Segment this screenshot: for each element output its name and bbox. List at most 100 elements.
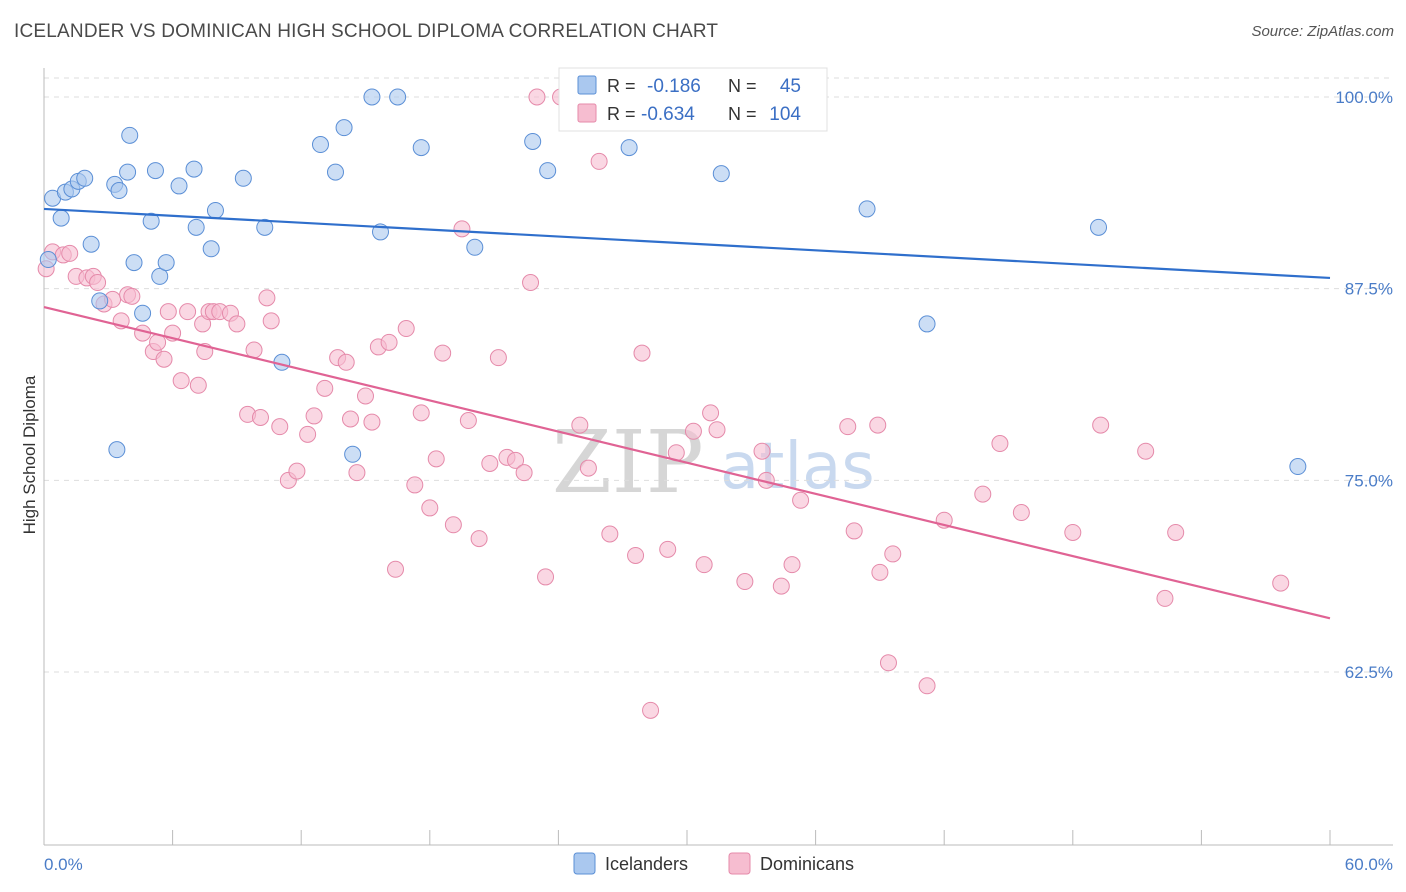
- icelander-point: [466, 238, 484, 256]
- x-tick-label: 60.0%: [1345, 855, 1393, 874]
- icelander-point: [185, 160, 203, 178]
- icelander-point: [256, 218, 274, 236]
- legend-r-value-dominicans: -0.634: [641, 104, 695, 125]
- y-tick-label: 75.0%: [1345, 471, 1393, 490]
- dominican-point: [258, 289, 276, 307]
- y-tick-label: 87.5%: [1345, 280, 1393, 299]
- dominican-point: [869, 416, 887, 434]
- dominican-point: [1064, 523, 1082, 541]
- dominican-point: [515, 464, 533, 482]
- dominican-point: [179, 303, 197, 321]
- dominican-point: [708, 421, 726, 439]
- icelanders-points: [39, 88, 1307, 476]
- dominican-point: [421, 499, 439, 517]
- dominican-point: [406, 476, 424, 494]
- stats-legend: R = -0.186 N = 45 R = -0.634 N = 104: [558, 67, 828, 132]
- dominican-point: [470, 530, 488, 548]
- axes: [43, 68, 1393, 846]
- dominican-point: [659, 540, 677, 558]
- dominican-point: [507, 451, 525, 469]
- icelander-point: [134, 304, 152, 322]
- dominican-point: [348, 464, 366, 482]
- icelander-point: [108, 441, 126, 459]
- dominican-point: [434, 344, 452, 362]
- legend-r-value-icelanders: -0.186: [647, 76, 701, 97]
- dominican-point: [537, 568, 555, 586]
- dominican-point: [871, 563, 889, 581]
- dominican-point: [884, 545, 902, 563]
- icelander-point: [712, 165, 730, 183]
- dominican-point: [1272, 574, 1290, 592]
- icelander-point: [858, 200, 876, 218]
- dominican-point: [380, 333, 398, 351]
- icelander-point: [146, 162, 164, 180]
- dominican-point: [61, 244, 79, 262]
- icelander-point: [1289, 458, 1307, 476]
- icelander-point: [187, 218, 205, 236]
- series-legend: Icelanders Dominicans: [573, 852, 854, 875]
- y-tick-labels: 62.5% 75.0% 87.5% 100.0%: [1335, 88, 1393, 682]
- legend-n-value-dominicans: 104: [769, 104, 801, 125]
- dominican-point: [316, 379, 334, 397]
- icelander-point: [412, 139, 430, 157]
- dominican-point: [792, 491, 810, 509]
- icelander-point: [170, 177, 188, 195]
- legend-n-label-dominicans: N =: [728, 104, 757, 124]
- icelander-point: [125, 254, 143, 272]
- y-axis-title: High School Diploma: [20, 375, 39, 534]
- icelander-point: [202, 240, 220, 258]
- trend-lines: [43, 207, 1331, 620]
- icelander-point: [524, 132, 542, 150]
- icelander-point: [206, 201, 224, 219]
- watermark-atlas: atlas: [720, 430, 875, 504]
- legend-n-label-icelanders: N =: [728, 76, 757, 96]
- icelander-point: [234, 169, 252, 187]
- legend-r-label-icelanders: R =: [607, 76, 636, 96]
- x-ticks: 0.0% 60.0%: [43, 830, 1393, 874]
- dominican-point: [702, 404, 720, 422]
- icelander-point: [76, 169, 94, 187]
- dominican-point: [228, 315, 246, 333]
- dominican-point: [189, 376, 207, 394]
- dominican-point: [387, 560, 405, 578]
- dominican-point: [251, 408, 269, 426]
- icelander-point: [39, 251, 57, 269]
- x-tick-label: 0.0%: [44, 855, 83, 874]
- dominican-point: [363, 413, 381, 431]
- dominican-point: [481, 454, 499, 472]
- icelander-point: [918, 315, 936, 333]
- icelanders-swatch: [577, 75, 597, 95]
- dominican-point: [337, 353, 355, 371]
- icelander-point: [121, 126, 139, 144]
- dominican-point: [357, 387, 374, 405]
- watermark: ZIP atlas: [552, 413, 875, 513]
- dominican-point: [1167, 523, 1185, 541]
- dominican-point: [288, 462, 306, 480]
- dominican-point: [627, 546, 645, 564]
- legend-r-label-dominicans: R =: [607, 104, 636, 124]
- dominican-point: [571, 416, 589, 434]
- dominican-point: [590, 152, 608, 170]
- icelander-point: [1090, 218, 1108, 236]
- icelander-point: [82, 235, 100, 253]
- dominican-point: [1156, 589, 1174, 607]
- legend-n-value-icelanders: 45: [780, 76, 801, 97]
- icelander-point: [52, 209, 70, 227]
- icelander-point: [311, 136, 329, 154]
- icelander-point: [142, 212, 160, 230]
- dominican-point: [579, 459, 597, 477]
- icelanders-trend-line: [43, 207, 1331, 280]
- dominican-point: [444, 516, 462, 534]
- dominican-point: [271, 418, 289, 436]
- stats-legend-box: [558, 67, 828, 132]
- dominican-point: [736, 573, 754, 591]
- dominican-point: [753, 442, 771, 460]
- dominican-point: [262, 312, 280, 330]
- dominican-point: [601, 525, 619, 543]
- dominican-point: [341, 410, 359, 428]
- dominican-point: [155, 350, 173, 368]
- dominican-point: [299, 425, 317, 443]
- dominican-point: [159, 303, 177, 321]
- dominican-point: [427, 450, 445, 468]
